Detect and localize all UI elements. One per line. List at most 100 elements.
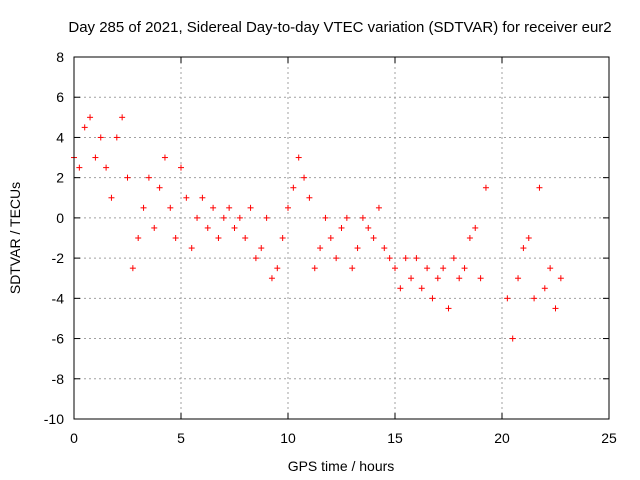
data-point [402, 255, 409, 262]
data-point [268, 275, 275, 282]
data-point [450, 255, 457, 262]
data-point [204, 224, 211, 231]
data-point [140, 204, 147, 211]
data-point [252, 255, 259, 262]
data-point [194, 214, 201, 221]
data-point [172, 235, 179, 241]
data-point [440, 265, 447, 272]
data-point [210, 204, 217, 211]
data-point [236, 214, 243, 221]
plot-frame [73, 56, 610, 420]
x-tick-label: 15 [387, 430, 403, 446]
y-tick-label: 6 [56, 89, 64, 105]
y-tick-label: -8 [52, 371, 65, 387]
data-point [557, 275, 564, 282]
data-point [81, 124, 88, 131]
data-point [113, 134, 120, 141]
data-point [231, 224, 238, 231]
data-point [370, 235, 377, 241]
data-point [274, 265, 281, 272]
data-point [161, 154, 168, 161]
data-point [456, 275, 463, 282]
data-point [504, 295, 511, 302]
data-point [295, 154, 302, 161]
data-point [145, 174, 152, 181]
x-tick-label: 10 [280, 430, 296, 446]
data-point [354, 245, 361, 252]
y-tick-label: -2 [52, 250, 65, 266]
data-point [279, 235, 286, 241]
data-point [392, 265, 398, 272]
data-point [461, 265, 468, 272]
data-point [199, 194, 206, 201]
data-point [215, 235, 222, 241]
data-point [418, 285, 425, 292]
data-point [290, 184, 297, 191]
data-point [359, 214, 366, 221]
data-point [178, 164, 184, 171]
data-point [424, 265, 431, 272]
data-point [108, 194, 115, 201]
data-point [472, 224, 479, 231]
data-point [509, 335, 516, 342]
data-point [124, 174, 131, 181]
data-point [408, 275, 415, 282]
data-point [167, 204, 174, 211]
data-point [97, 134, 104, 141]
data-point [247, 204, 254, 211]
axis-ticks: 0 5 10 15 20 25 -10 -8 -6 -4 -2 0 2 4 6 8 [44, 49, 617, 446]
data-point [76, 164, 83, 171]
data-point [466, 235, 473, 241]
data-point [445, 305, 452, 312]
data-point [119, 114, 126, 121]
data-point [263, 214, 270, 221]
data-point [413, 255, 420, 262]
data-point [92, 154, 99, 161]
data-point [365, 224, 372, 231]
data-point [327, 235, 334, 241]
data-point [520, 245, 527, 252]
y-tick-label: 4 [56, 129, 64, 145]
data-point [306, 194, 313, 201]
data-point [525, 235, 532, 241]
data-point [552, 305, 559, 312]
data-point [103, 164, 110, 171]
x-axis-label: GPS time / hours [288, 458, 395, 474]
y-tick-label: 2 [56, 170, 64, 186]
data-point [482, 184, 489, 191]
data-point [381, 245, 388, 252]
data-point [87, 114, 94, 121]
data-point [183, 194, 190, 201]
grid-lines [74, 57, 609, 419]
data-point [285, 204, 291, 211]
data-point [515, 275, 522, 282]
data-point [429, 295, 436, 302]
y-axis-label: SDTVAR / TECUs [7, 182, 23, 294]
data-point [531, 295, 538, 302]
data-point [151, 224, 158, 231]
data-point [188, 245, 195, 252]
y-tick-label: 8 [56, 49, 64, 65]
data-point [317, 245, 324, 252]
data-point [386, 255, 393, 262]
data-point [226, 204, 233, 211]
data-point [541, 285, 548, 292]
data-series-sdtvar [71, 114, 564, 342]
data-point [349, 265, 356, 272]
chart-title: Day 285 of 2021, Sidereal Day-to-day VTE… [68, 19, 611, 36]
data-point [322, 214, 329, 221]
data-point [434, 275, 441, 282]
data-point [311, 265, 318, 272]
data-point [129, 265, 136, 272]
data-point [536, 184, 543, 191]
y-tick-label: -6 [52, 331, 65, 347]
y-tick-label: -10 [44, 411, 64, 427]
data-point [375, 204, 382, 211]
data-point [156, 184, 163, 191]
data-point [135, 235, 142, 241]
data-point [343, 214, 350, 221]
x-tick-label: 5 [177, 430, 185, 446]
x-tick-label: 25 [601, 430, 617, 446]
y-tick-label: 0 [56, 210, 64, 226]
